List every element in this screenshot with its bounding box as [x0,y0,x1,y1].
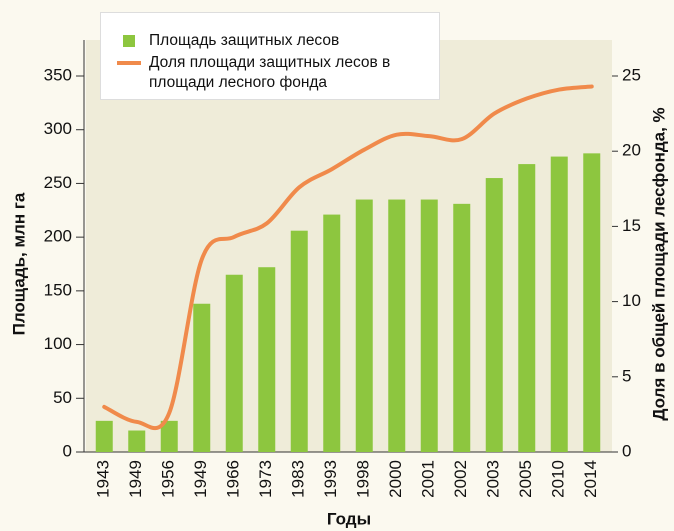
x-tick-label: 1973 [256,460,275,498]
bar [225,274,243,452]
x-tick-label: 1949 [191,460,210,498]
bar [95,420,113,452]
y-tick-label: 350 [44,65,72,84]
bar [258,267,276,452]
x-tick-label: 2003 [484,460,503,498]
x-axis-label: Годы [327,509,371,528]
x-tick-label: 2014 [581,460,600,498]
y-tick-label: 100 [44,334,72,353]
x-tick-label: 1998 [354,460,373,498]
bar [160,420,178,452]
y2-tick-label: 0 [622,441,631,460]
x-tick-label: 1949 [126,460,145,498]
y-tick-label: 250 [44,173,72,192]
y-tick-label: 200 [44,227,72,246]
y2-tick-label: 10 [622,291,641,310]
bar [128,430,146,452]
y-tick-label: 300 [44,119,72,138]
legend-label: Доля площади защитных лесов в площади ле… [149,54,391,91]
legend: Площадь защитных лесов Доля площади защи… [100,12,440,100]
bar [485,178,503,453]
legend-swatch [123,35,135,47]
bar [550,156,568,453]
bar [453,203,471,452]
x-tick-label: 2005 [516,460,535,498]
legend-swatch [117,61,141,65]
y-tick-label: 50 [53,388,72,407]
bar [323,214,341,452]
y-tick-label: 150 [44,280,72,299]
x-tick-label: 1956 [159,460,178,498]
x-tick-label: 2001 [419,460,438,498]
x-tick-label: 2010 [549,460,568,498]
x-tick-label: 1993 [321,460,340,498]
x-tick-label: 1943 [94,460,113,498]
bar [583,153,601,452]
legend-label: Площадь защитных лесов [149,32,340,49]
bar [420,199,438,452]
x-tick-label: 1983 [289,460,308,498]
y2-axis-label: Доля в общей площади лесфонда, % [649,107,668,420]
bar [518,164,536,452]
y-tick-label: 0 [63,441,72,460]
bar [290,230,308,452]
bar [193,303,211,452]
x-tick-label: 2002 [451,460,470,498]
x-tick-label: 2000 [386,460,405,498]
y2-tick-label: 15 [622,216,641,235]
bar [355,199,373,452]
y2-tick-label: 25 [622,65,641,84]
line [102,84,594,430]
bar [388,199,406,452]
x-tick-label: 1966 [224,460,243,498]
y2-tick-label: 20 [622,141,641,160]
y2-tick-label: 5 [622,366,631,385]
y-axis-label: Площадь, млн га [9,192,28,335]
